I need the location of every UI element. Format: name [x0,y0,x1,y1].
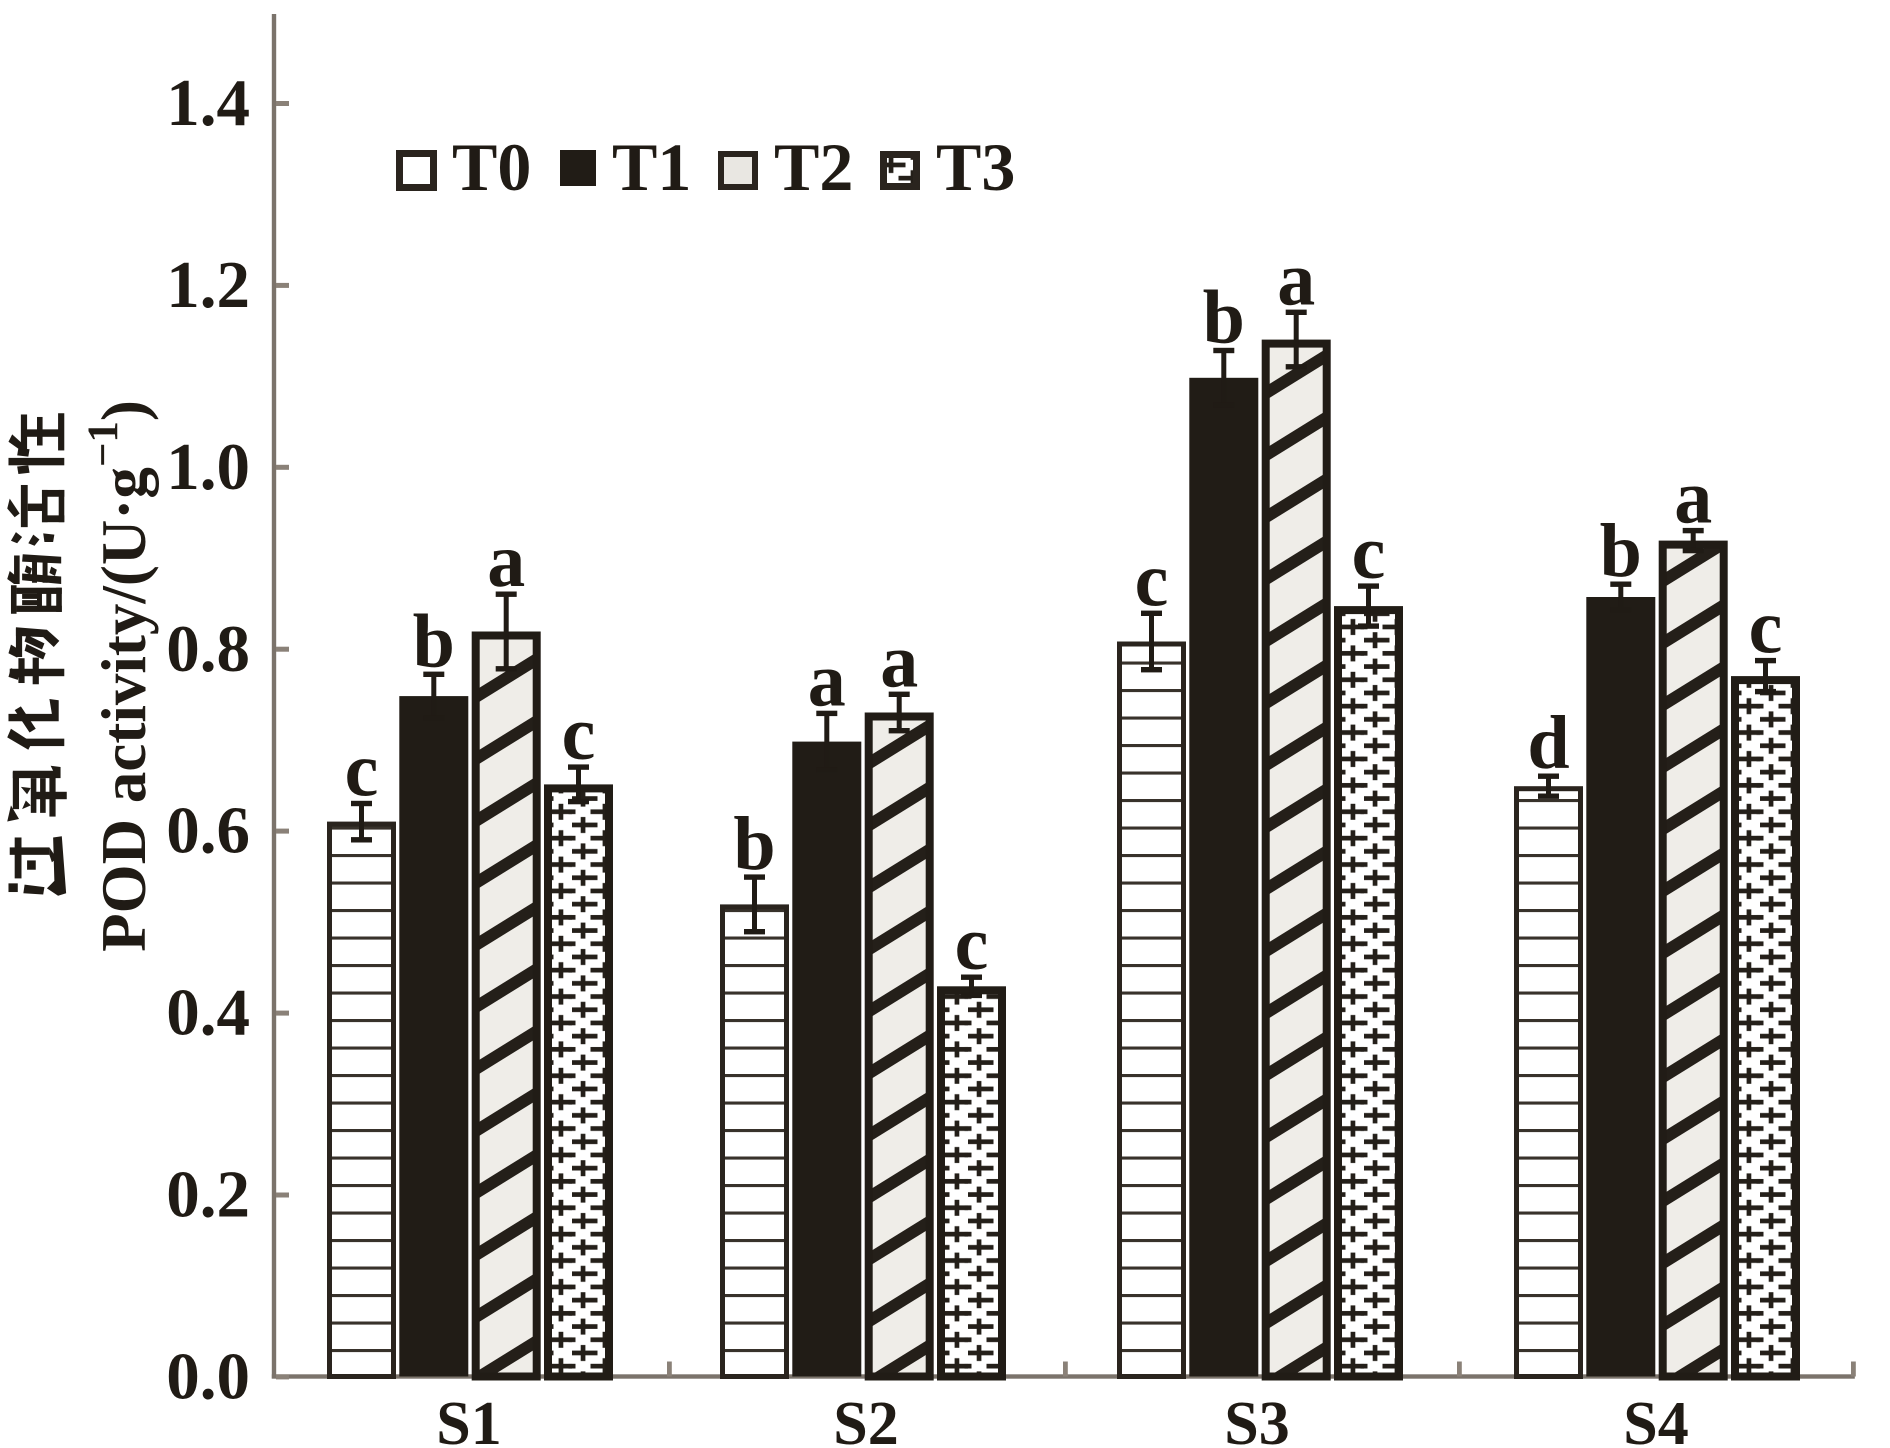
svg-text:c: c [1749,586,1783,670]
svg-text:T0: T0 [452,129,531,205]
svg-text:c: c [345,729,379,813]
svg-text:a: a [808,638,846,722]
svg-text:b: b [733,802,775,886]
svg-text:0.4: 0.4 [166,976,250,1050]
svg-text:T3: T3 [936,129,1015,205]
svg-text:a: a [487,519,525,603]
svg-text:b: b [1600,509,1642,593]
svg-text:b: b [1203,276,1245,360]
svg-text:c: c [955,902,989,986]
svg-text:0.2: 0.2 [166,1158,250,1232]
svg-text:b: b [413,599,455,683]
svg-text:T1: T1 [612,129,691,205]
svg-text:a: a [880,619,918,703]
svg-text:c: c [1352,511,1386,595]
svg-text:T2: T2 [774,129,853,205]
svg-text:0.6: 0.6 [166,794,250,868]
svg-text:S4: S4 [1623,1390,1688,1448]
svg-text:S1: S1 [436,1390,501,1448]
svg-text:0.0: 0.0 [166,1340,250,1414]
svg-text:1.4: 1.4 [166,66,250,140]
svg-text:1.2: 1.2 [166,248,250,322]
svg-text:d: d [1527,701,1569,785]
svg-text:c: c [1135,538,1169,622]
svg-text:a: a [1277,237,1315,321]
svg-text:POD activity/(U·g−1): POD activity/(U·g−1) [80,400,159,952]
svg-text:0.8: 0.8 [166,612,250,686]
svg-text:S3: S3 [1224,1390,1289,1448]
svg-text:c: c [562,692,596,776]
svg-text:S2: S2 [833,1390,898,1448]
svg-text:a: a [1674,456,1712,540]
svg-text:1.0: 1.0 [166,430,250,504]
